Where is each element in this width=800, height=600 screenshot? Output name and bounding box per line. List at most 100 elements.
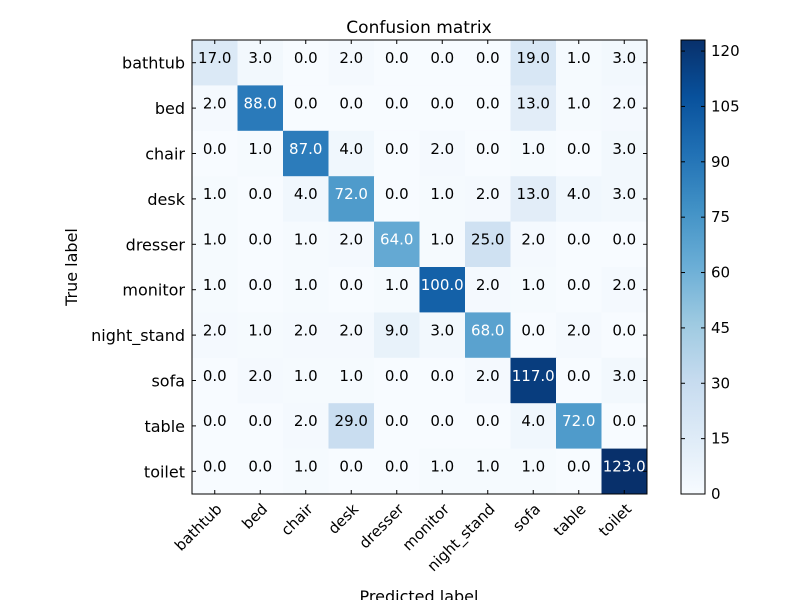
heatmap-cell-labels: 17.0 3.0 0.0 2.0 0.0 0.0 0.0 19.0 1.0 3.0 2.0 88.0 0… [198,49,646,476]
cell-value-label: 2.0 [339,321,363,339]
cell-value-label: 88.0 [244,94,277,112]
colorbar-tick-label: 75 [711,208,730,226]
cell-value-label: 0.0 [430,367,454,385]
cell-value-label: 0.0 [294,94,318,112]
heatmap-cell [237,267,284,313]
heatmap-cell [328,40,375,86]
heatmap-cell [237,85,284,132]
heatmap-cell [601,40,648,86]
cell-value-label: 2.0 [567,321,591,339]
cell-value-label: 1.0 [430,185,454,203]
heatmap-cell [237,130,284,177]
cell-value-label: 0.0 [248,231,272,249]
cell-value-label: 4.0 [339,140,363,158]
colorbar-tick-label: 120 [711,42,740,60]
heatmap-cell [374,448,420,495]
cell-value-label: 1.0 [476,458,500,476]
heatmap-cell [601,357,648,404]
cell-value-label: 1.0 [521,140,545,158]
x-tick-label: toilet [595,500,635,540]
cell-value-label: 2.0 [339,231,363,249]
cell-value-label: 0.0 [567,458,591,476]
cell-value-label: 13.0 [517,94,550,112]
cell-value-label: 1.0 [430,458,454,476]
cell-value-label: 0.0 [521,321,545,339]
cell-value-label: 2.0 [612,276,636,294]
y-tick-label: chair [145,145,185,164]
cell-value-label: 0.0 [385,185,409,203]
cell-value-label: 0.0 [339,458,363,476]
cell-value-label: 17.0 [198,49,231,67]
cell-value-label: 123.0 [603,458,646,476]
cell-value-label: 0.0 [612,231,636,249]
heatmap-cell [510,40,557,86]
cell-value-label: 3.0 [612,367,636,385]
cell-value-label: 0.0 [385,140,409,158]
cell-value-label: 2.0 [521,231,545,249]
x-tick-label: chair [277,500,317,540]
cell-value-label: 1.0 [339,367,363,385]
heatmap-cell [374,176,420,223]
heatmap-cell [510,448,557,495]
heatmap-cell [237,403,284,450]
cell-value-label: 2.0 [294,321,318,339]
cell-value-label: 0.0 [430,94,454,112]
x-tick-label: table [550,500,590,540]
colorbar-tick-label: 30 [711,374,730,392]
x-tick-label: bathtub [171,500,225,554]
heatmap-cell [465,221,511,268]
heatmap-cell [374,85,420,132]
heatmap-cell [510,267,557,313]
heatmap-cell [465,176,511,223]
y-tick-label: sofa [151,372,185,391]
y-tick-label: bathtub [122,54,185,73]
cell-value-label: 0.0 [203,367,227,385]
cell-value-label: 1.0 [248,140,272,158]
heatmap-cell [283,357,329,404]
cell-value-label: 0.0 [248,412,272,430]
cell-value-label: 64.0 [380,231,413,249]
heatmap-cell [374,130,420,177]
heatmap-cell [601,312,648,359]
heatmap-cell [556,403,602,450]
y-tick-label: toilet [144,462,185,481]
heatmap-cell [419,403,466,450]
cell-value-label: 0.0 [567,140,591,158]
heatmap-cell [283,403,329,450]
heatmap-cell [328,85,375,132]
cell-value-label: 0.0 [203,412,227,430]
heatmap-cell [465,85,511,132]
cell-value-label: 2.0 [248,367,272,385]
heatmap-cell [237,448,284,495]
heatmap-cell [556,267,602,313]
heatmap-cell [237,40,284,86]
colorbar-tick-label: 105 [711,97,740,115]
heatmap-cell [510,221,557,268]
heatmap-cell [556,40,602,86]
cell-value-label: 3.0 [612,185,636,203]
x-tick-label: bed [238,500,271,533]
cell-value-label: 68.0 [471,321,504,339]
y-tick-label: bed [155,99,185,118]
x-tick-label: desk [324,500,362,538]
cell-value-label: 1.0 [567,49,591,67]
heatmap-cell [419,40,466,86]
heatmap-cell [237,357,284,404]
cell-value-label: 0.0 [430,412,454,430]
heatmap-cell [419,176,466,223]
heatmap-cell [601,448,648,495]
heatmap-cell [328,130,375,177]
heatmap-cell [283,85,329,132]
heatmap-cell [601,176,648,223]
heatmap-cell [192,176,238,223]
heatmap-cell [556,448,602,495]
y-axis-label: True label [62,228,81,307]
cell-value-label: 29.0 [335,412,368,430]
heatmap-cell [192,403,238,450]
cell-value-label: 0.0 [203,458,227,476]
heatmap-cell [328,176,375,223]
x-tick-label: sofa [509,500,544,535]
heatmap-cell [510,357,557,404]
cell-value-label: 1.0 [521,458,545,476]
